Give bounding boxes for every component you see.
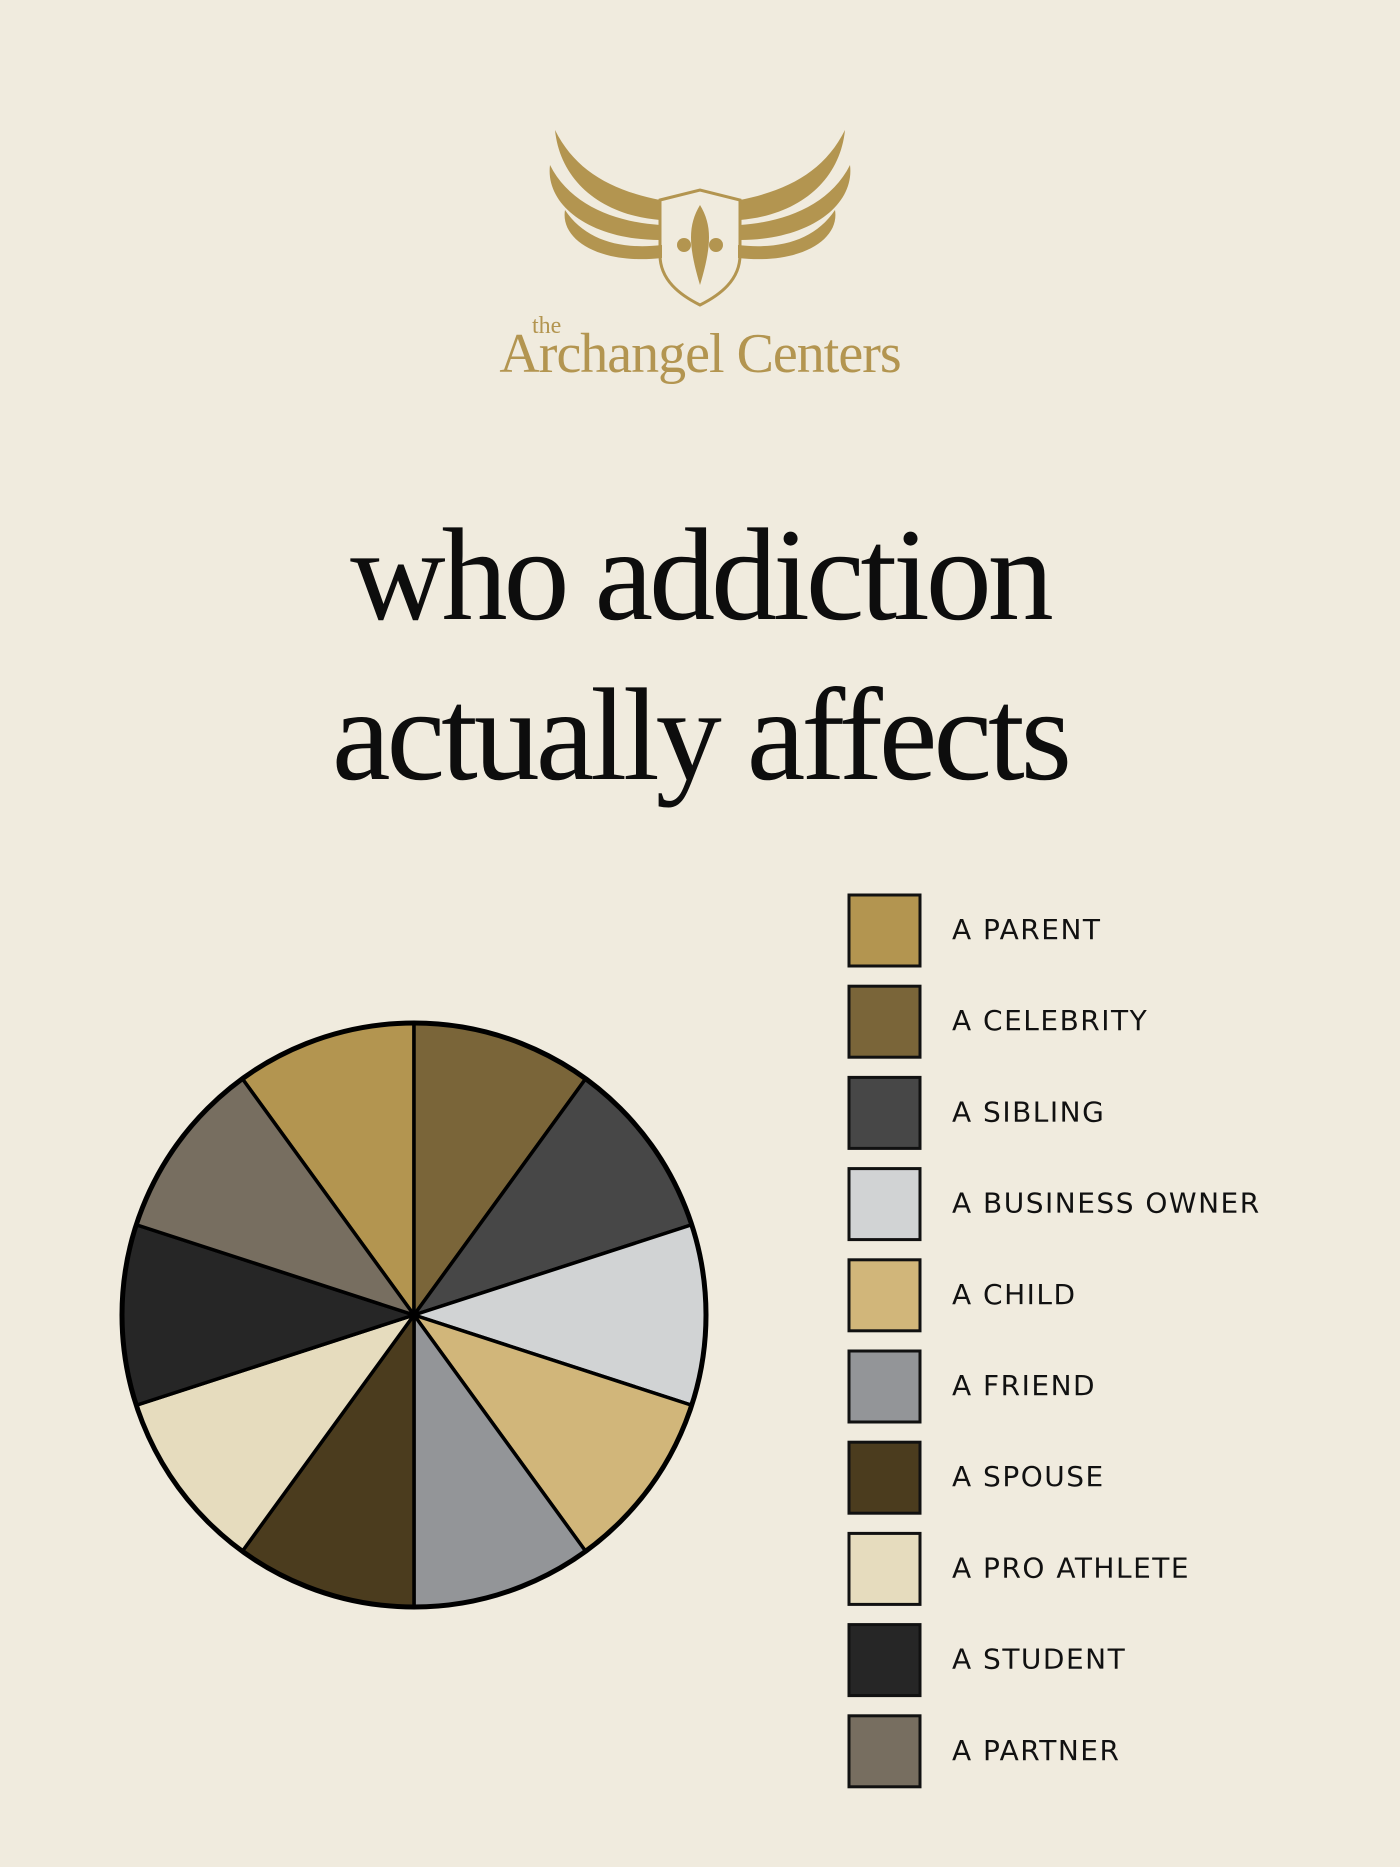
chart-title: who addiction actually affects: [331, 501, 1072, 808]
legend-swatch: [847, 1623, 922, 1698]
brand-prefix: the: [532, 313, 561, 339]
legend-label: A CHILD: [952, 1278, 1077, 1311]
legend-swatch: [847, 1349, 922, 1424]
legend-swatch: [847, 1258, 922, 1333]
legend-swatch: [847, 1714, 922, 1789]
legend-swatch: [847, 1440, 922, 1515]
legend-label: A SIBLING: [952, 1095, 1105, 1128]
logo-emblem: [549, 130, 851, 307]
pie-outline: [119, 1020, 709, 1610]
legend-label: A PARENT: [952, 913, 1102, 946]
legend-swatch: [847, 1075, 922, 1150]
legend-swatch: [847, 893, 922, 968]
legend-label: A FRIEND: [952, 1369, 1096, 1402]
legend-label: A PARTNER: [952, 1734, 1120, 1767]
legend-label: A CELEBRITY: [952, 1004, 1148, 1037]
legend-label: A STUDENT: [952, 1643, 1126, 1676]
legend-label: A SPOUSE: [952, 1460, 1105, 1493]
legend-swatch: [847, 1531, 922, 1606]
legend-label: A PRO ATHLETE: [952, 1551, 1190, 1584]
legend-swatch: [847, 984, 922, 1059]
legend-swatch: [847, 1167, 922, 1242]
brand-name: Archangel Centers: [499, 323, 900, 385]
legend-label: A BUSINESS OWNER: [952, 1187, 1261, 1220]
